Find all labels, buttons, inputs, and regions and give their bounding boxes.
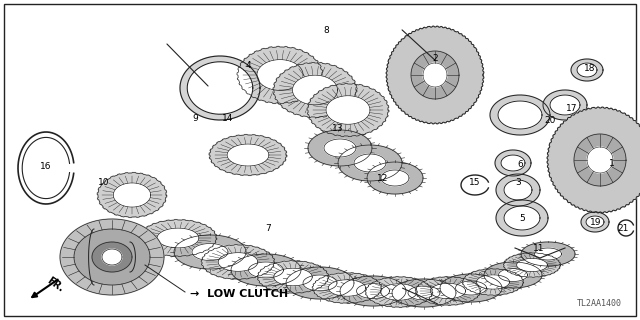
Text: 13: 13 <box>332 124 344 132</box>
Text: 17: 17 <box>566 103 578 113</box>
Text: 21: 21 <box>618 223 628 233</box>
Text: 9: 9 <box>192 114 198 123</box>
Text: 7: 7 <box>265 223 271 233</box>
Text: 19: 19 <box>590 218 602 227</box>
Text: →  LOW CLUTCH: → LOW CLUTCH <box>190 289 288 299</box>
Polygon shape <box>74 229 150 285</box>
Text: 4: 4 <box>245 60 251 69</box>
Polygon shape <box>340 276 406 306</box>
Polygon shape <box>328 280 365 296</box>
Polygon shape <box>504 206 540 230</box>
Text: 14: 14 <box>222 114 234 123</box>
Polygon shape <box>157 228 199 248</box>
Polygon shape <box>503 253 561 277</box>
Polygon shape <box>286 267 354 299</box>
Polygon shape <box>547 107 640 213</box>
Polygon shape <box>392 279 456 307</box>
Polygon shape <box>490 95 550 135</box>
Polygon shape <box>571 59 603 81</box>
Polygon shape <box>192 244 228 260</box>
Polygon shape <box>97 172 167 218</box>
Polygon shape <box>139 220 217 256</box>
Text: FR.: FR. <box>45 276 65 294</box>
Polygon shape <box>534 248 561 260</box>
Polygon shape <box>274 268 312 286</box>
Polygon shape <box>338 145 402 181</box>
Polygon shape <box>307 83 389 137</box>
Polygon shape <box>423 63 447 87</box>
Text: 16: 16 <box>40 162 52 171</box>
Polygon shape <box>180 56 260 120</box>
Text: 3: 3 <box>515 178 521 187</box>
Polygon shape <box>440 274 502 302</box>
Polygon shape <box>496 200 548 236</box>
Polygon shape <box>504 180 532 200</box>
Polygon shape <box>312 273 382 303</box>
Polygon shape <box>257 260 329 293</box>
Polygon shape <box>543 90 587 120</box>
Polygon shape <box>102 249 122 265</box>
Polygon shape <box>495 150 531 176</box>
Polygon shape <box>431 283 466 299</box>
Text: 15: 15 <box>469 178 481 187</box>
Polygon shape <box>292 75 337 105</box>
Polygon shape <box>574 134 626 186</box>
Polygon shape <box>501 155 525 171</box>
Polygon shape <box>386 26 484 124</box>
Text: 1: 1 <box>609 158 615 167</box>
Polygon shape <box>577 63 597 77</box>
Polygon shape <box>273 62 357 118</box>
Polygon shape <box>462 269 524 295</box>
Polygon shape <box>587 147 613 173</box>
Polygon shape <box>498 101 542 129</box>
Polygon shape <box>231 254 301 286</box>
Polygon shape <box>550 95 580 115</box>
Text: 5: 5 <box>519 213 525 222</box>
Polygon shape <box>218 253 258 271</box>
Polygon shape <box>248 262 284 278</box>
Polygon shape <box>586 216 604 228</box>
Polygon shape <box>365 276 433 308</box>
Text: 12: 12 <box>378 173 388 182</box>
Polygon shape <box>499 268 527 282</box>
Text: 18: 18 <box>584 63 596 73</box>
Polygon shape <box>227 144 269 166</box>
Polygon shape <box>326 96 370 124</box>
Polygon shape <box>381 284 417 300</box>
Polygon shape <box>354 154 386 172</box>
Text: TL2AA1400: TL2AA1400 <box>577 299 622 308</box>
Text: 10: 10 <box>99 178 109 187</box>
Text: 11: 11 <box>533 244 545 252</box>
Text: 6: 6 <box>517 159 523 169</box>
Text: 2: 2 <box>432 53 438 62</box>
Polygon shape <box>237 46 323 104</box>
Polygon shape <box>113 183 150 207</box>
Polygon shape <box>521 242 575 266</box>
Polygon shape <box>303 275 337 291</box>
Polygon shape <box>581 212 609 232</box>
Polygon shape <box>415 277 481 305</box>
Polygon shape <box>92 242 132 272</box>
Polygon shape <box>324 139 356 157</box>
Polygon shape <box>60 219 164 295</box>
Polygon shape <box>408 286 440 300</box>
Polygon shape <box>516 259 547 272</box>
Text: 8: 8 <box>323 26 329 35</box>
Polygon shape <box>456 281 486 295</box>
Polygon shape <box>477 275 509 289</box>
Polygon shape <box>174 235 246 269</box>
Polygon shape <box>188 62 253 114</box>
Polygon shape <box>209 134 287 175</box>
Text: 20: 20 <box>544 116 556 124</box>
Polygon shape <box>484 262 542 288</box>
Polygon shape <box>367 162 423 194</box>
Polygon shape <box>381 170 409 186</box>
Polygon shape <box>257 60 303 90</box>
Polygon shape <box>496 174 540 206</box>
Polygon shape <box>411 51 459 99</box>
Polygon shape <box>201 244 275 279</box>
Polygon shape <box>308 130 372 166</box>
Polygon shape <box>356 284 390 299</box>
